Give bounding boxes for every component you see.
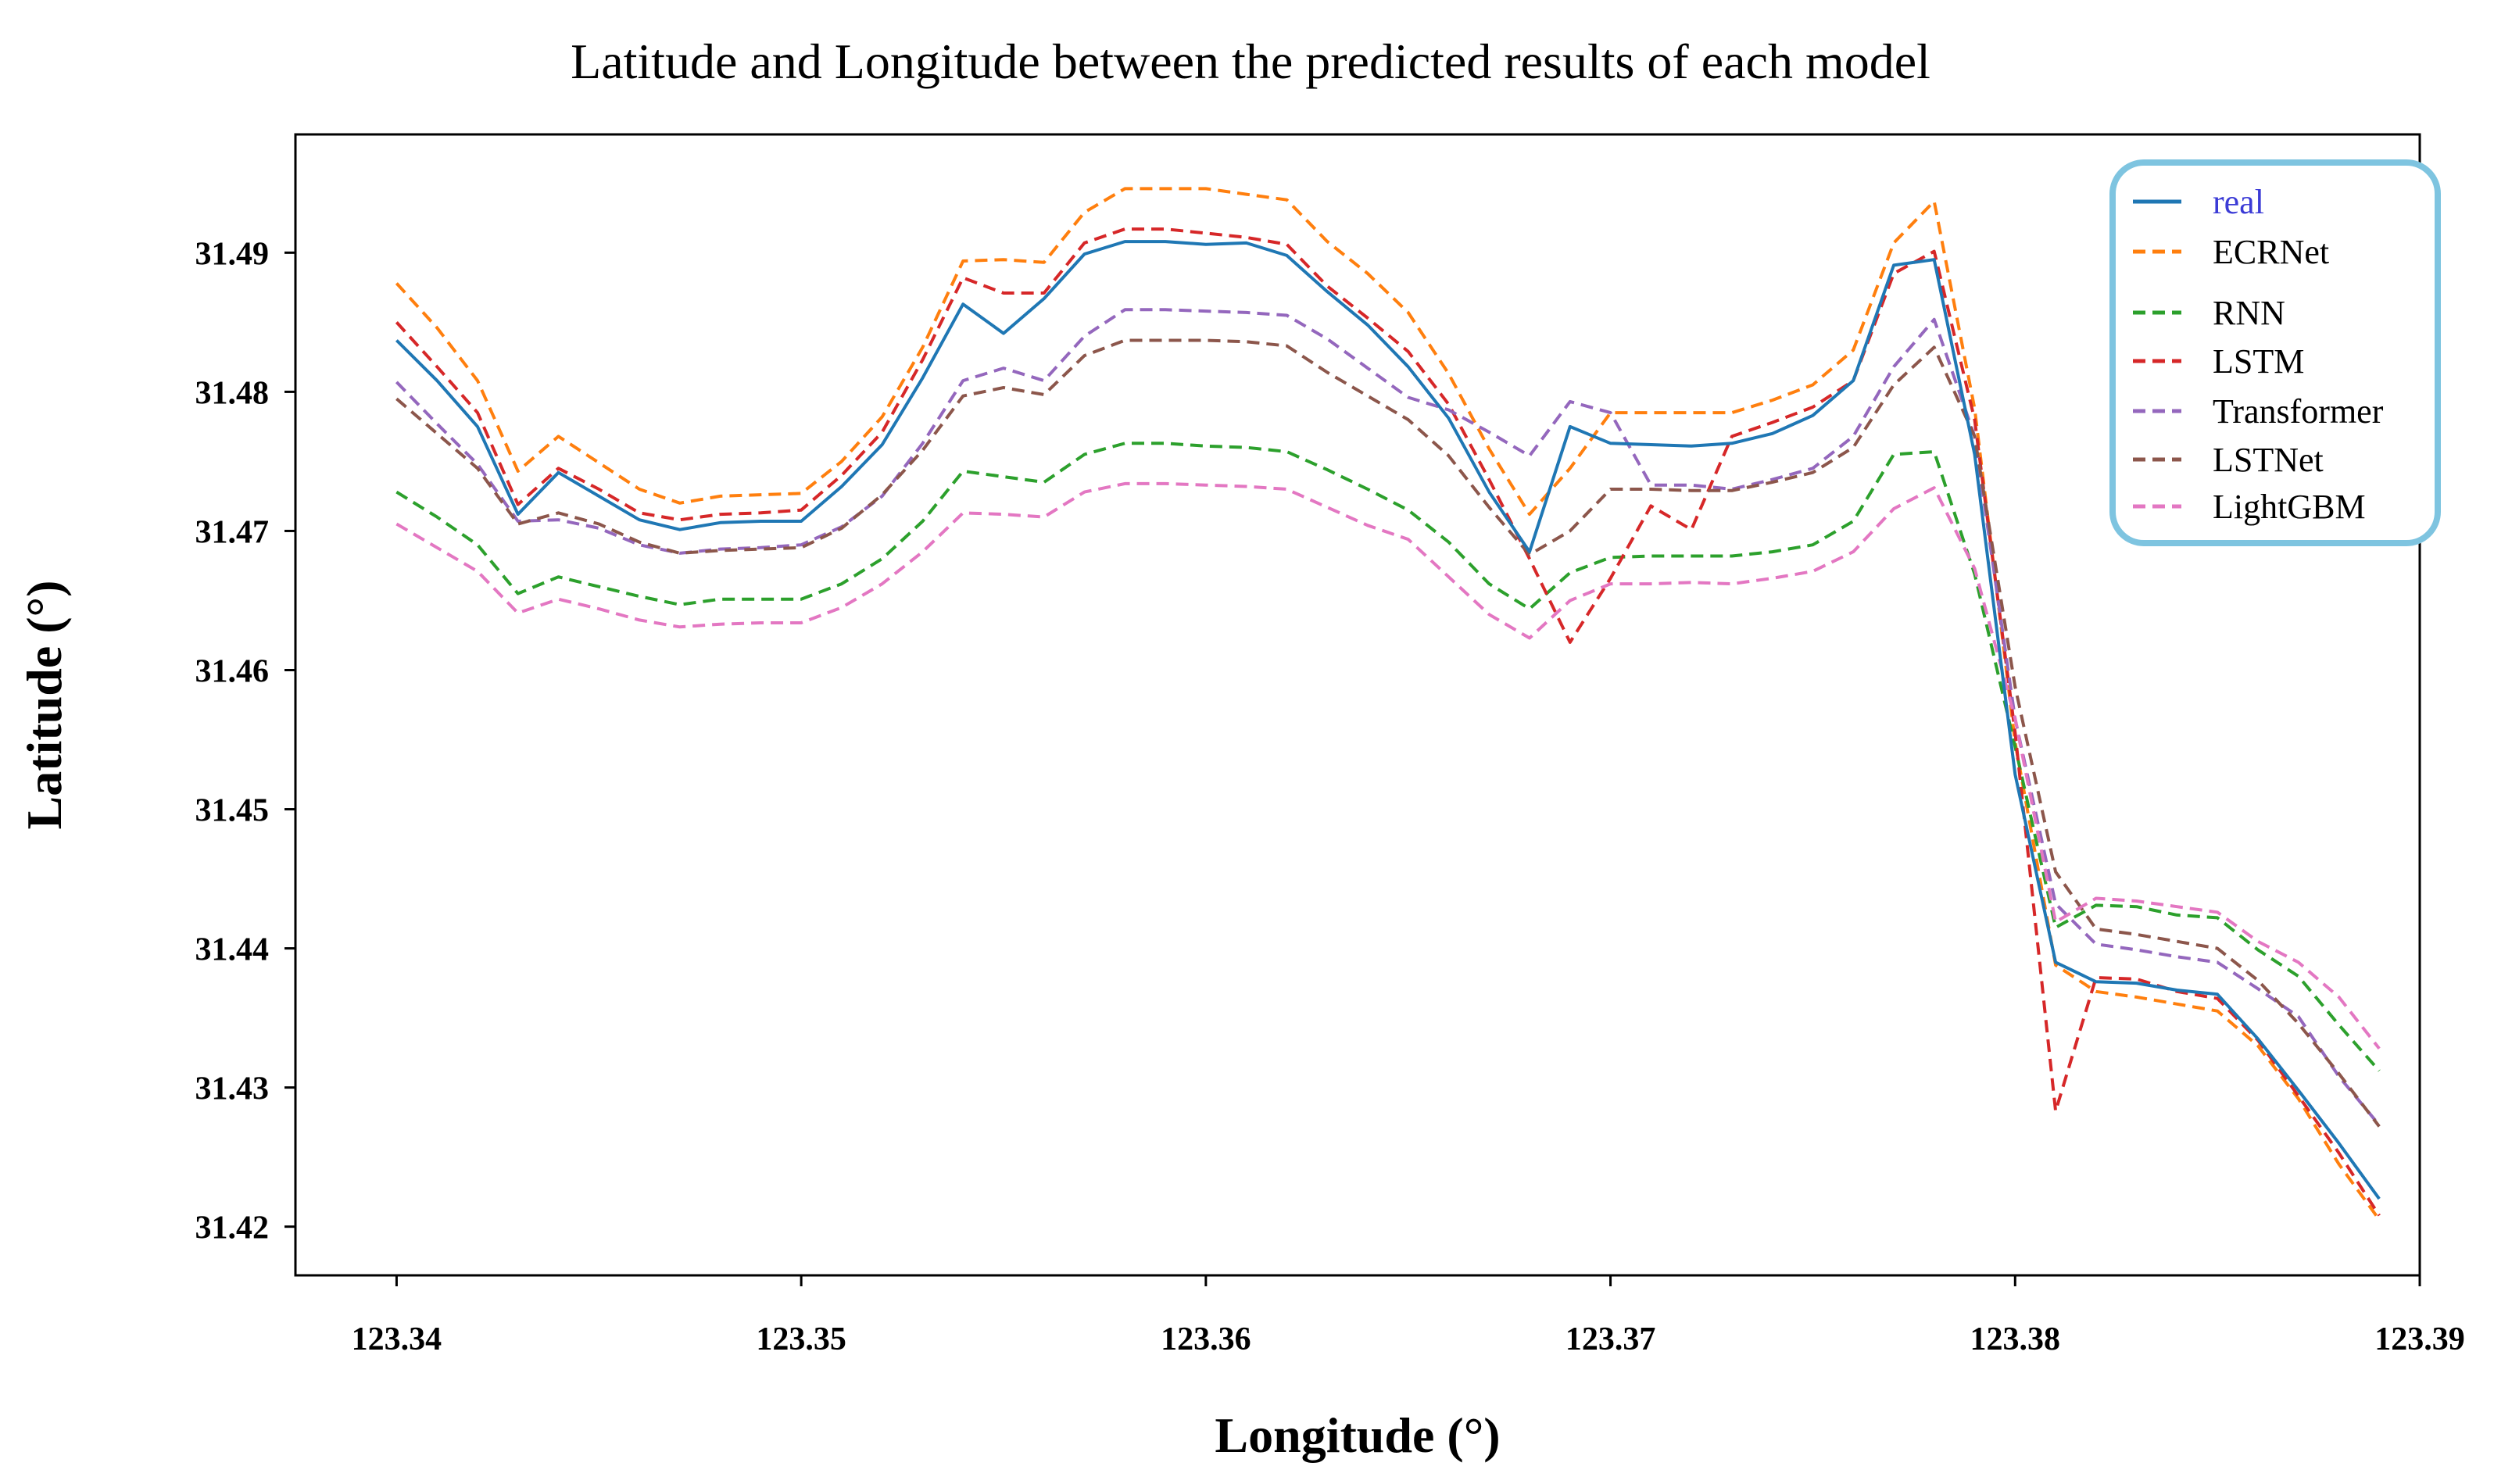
- series-line-real: [395, 240, 2381, 1200]
- legend-label-lstm: LSTM: [2213, 342, 2304, 381]
- x-tick-label: 123.39: [2374, 1321, 2465, 1357]
- series-line-transformer: [395, 308, 2381, 1126]
- y-tick-label: 31.46: [195, 653, 270, 689]
- legend-label-lstnet: LSTNet: [2213, 441, 2324, 479]
- series-lines: [395, 187, 2381, 1221]
- x-tick-label: 123.35: [756, 1321, 846, 1357]
- legend-label-transformer: Transformer: [2213, 392, 2384, 431]
- y-tick-label: 31.47: [195, 514, 270, 550]
- plot-area-frame: [294, 133, 2421, 1277]
- y-tick-label: 31.42: [195, 1210, 270, 1246]
- legend-label-rnn: RNN: [2213, 294, 2285, 332]
- y-tick-label: 31.45: [195, 793, 270, 829]
- legend-label-lightgbm: LightGBM: [2213, 488, 2366, 526]
- y-axis-label: Latitude (°): [16, 581, 72, 830]
- legend-frame: [2109, 159, 2441, 546]
- x-tick-label: 123.38: [1970, 1321, 2061, 1357]
- x-axis: 123.34 123.35 123.36 123.37 123.38 123.39: [352, 1275, 2465, 1357]
- series-line-lstnet: [395, 338, 2381, 1128]
- legend-label-ecrnet: ECRNet: [2213, 233, 2329, 271]
- x-axis-label: Longitude (°): [1215, 1407, 1500, 1463]
- y-tick-label: 31.49: [195, 236, 270, 272]
- y-axis: 31.42 31.43 31.44 31.45 31.46 31.47 31.48 31.49: [195, 236, 295, 1246]
- y-tick-label: 31.44: [195, 932, 270, 968]
- series-line-lightgbm: [395, 481, 2381, 1050]
- x-tick-label: 123.36: [1161, 1321, 1251, 1357]
- legend: real ECRNet RNN LSTM Transformer LSTNet LightG…: [2109, 159, 2441, 546]
- series-line-lstm: [395, 227, 2381, 1217]
- x-tick-label: 123.37: [1565, 1321, 1656, 1357]
- chart-title: Latitude and Longitude between the predi…: [571, 34, 1930, 89]
- y-tick-label: 31.43: [195, 1071, 270, 1107]
- legend-label-real: real: [2213, 183, 2264, 221]
- x-tick-label: 123.34: [352, 1321, 442, 1357]
- y-tick-label: 31.48: [195, 375, 270, 411]
- series-line-ecrnet: [395, 187, 2381, 1221]
- series-line-rnn: [395, 442, 2381, 1072]
